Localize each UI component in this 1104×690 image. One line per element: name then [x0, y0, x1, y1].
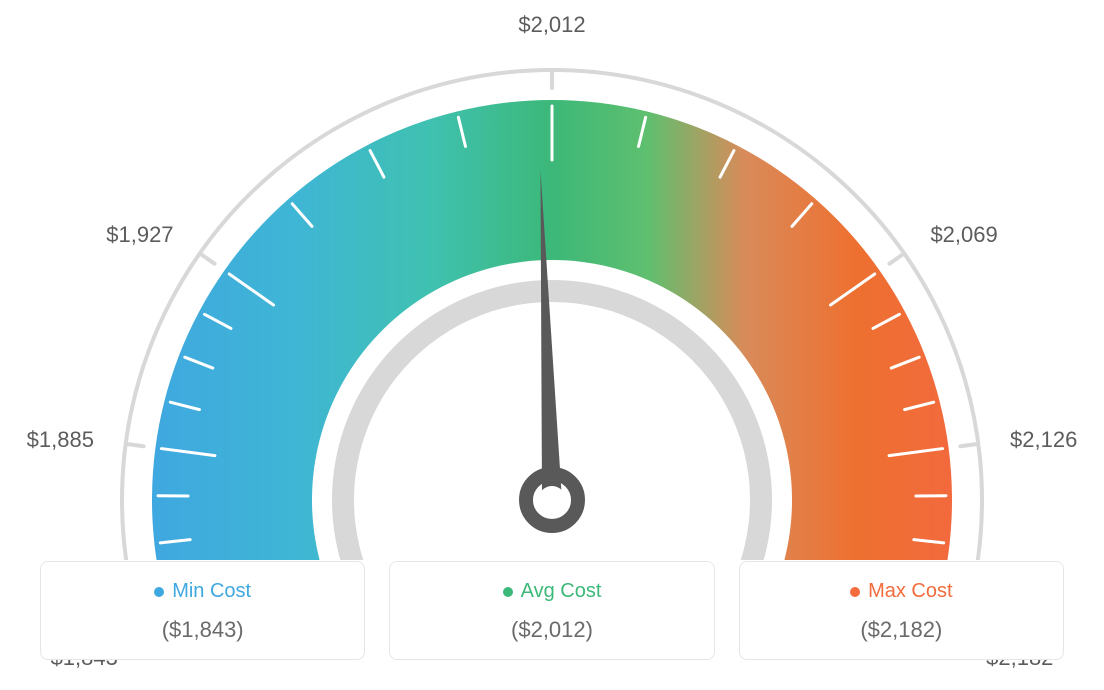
needle-hub-inner: [538, 486, 566, 514]
legend-dot-icon: [503, 587, 513, 597]
legend-card-min-cost: Min Cost ($1,843): [40, 561, 365, 660]
legend-card-avg-cost: Avg Cost ($2,012): [389, 561, 714, 660]
outer-tick: [960, 444, 976, 446]
legend-title-text: Min Cost: [172, 580, 251, 603]
legend-title-text: Avg Cost: [521, 580, 602, 603]
gauge-svg: [0, 0, 1104, 560]
tick-label: $2,012: [518, 12, 585, 38]
legend-value: ($2,182): [752, 617, 1051, 643]
outer-tick: [889, 255, 902, 264]
legend-title-text: Max Cost: [868, 580, 952, 603]
legend-value: ($1,843): [53, 617, 352, 643]
outer-tick: [128, 444, 144, 446]
legend-title: Max Cost: [850, 580, 952, 603]
tick-label: $1,927: [106, 222, 173, 248]
tick-label: $1,885: [27, 427, 94, 453]
tick-label: $2,126: [1010, 427, 1077, 453]
gauge-chart-container: $1,843$1,885$1,927$2,012$2,069$2,126$2,1…: [0, 0, 1104, 690]
legend-title: Min Cost: [154, 580, 251, 603]
legend-title: Avg Cost: [503, 580, 602, 603]
legend-dot-icon: [154, 587, 164, 597]
legend-card-max-cost: Max Cost ($2,182): [739, 561, 1064, 660]
gauge-area: $1,843$1,885$1,927$2,012$2,069$2,126$2,1…: [0, 0, 1104, 560]
outer-tick: [201, 255, 214, 264]
legend-dot-icon: [850, 587, 860, 597]
legend-value: ($2,012): [402, 617, 701, 643]
tick-label: $2,069: [930, 222, 997, 248]
legend-row: Min Cost ($1,843) Avg Cost ($2,012) Max Cost…: [40, 561, 1064, 660]
